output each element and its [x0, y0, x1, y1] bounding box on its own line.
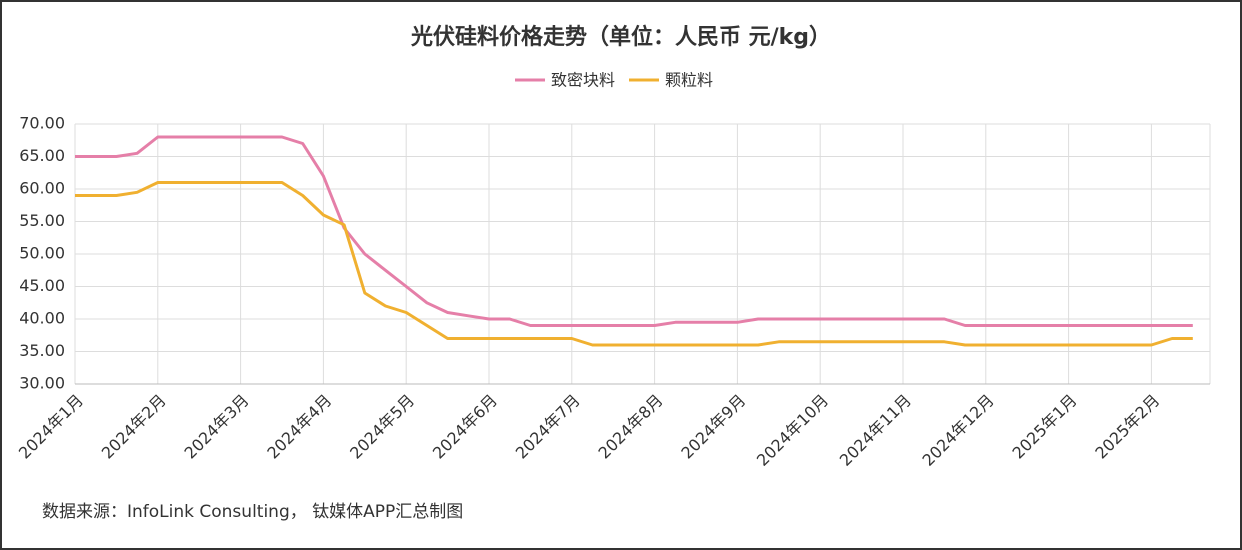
source-note: 数据来源：InfoLink Consulting， 钛媒体APP汇总制图: [42, 502, 463, 522]
y-tick-label: 60.00: [19, 179, 65, 198]
legend-label: 颗粒料: [665, 71, 713, 90]
y-tick-label: 55.00: [19, 211, 65, 230]
y-tick-label: 50.00: [19, 244, 65, 263]
y-tick-label: 65.00: [19, 146, 65, 165]
y-tick-label: 30.00: [19, 374, 65, 393]
series-line: [75, 135, 1193, 327]
legend-label: 致密块料: [551, 71, 615, 90]
y-tick-label: 35.00: [19, 341, 65, 360]
y-tick-label: 45.00: [19, 276, 65, 295]
y-tick-label: 40.00: [19, 309, 65, 328]
y-tick-label: 70.00: [19, 114, 65, 133]
chart-title: 光伏硅料价格走势（单位：人民币 元/kg）: [410, 24, 831, 50]
series-line: [75, 181, 1193, 347]
